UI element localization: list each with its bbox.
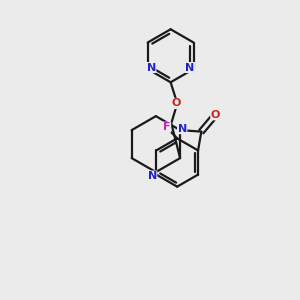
Text: N: N bbox=[178, 124, 187, 134]
Text: F: F bbox=[163, 122, 171, 132]
Text: N: N bbox=[148, 171, 157, 181]
Text: O: O bbox=[211, 110, 220, 120]
Text: N: N bbox=[185, 63, 195, 73]
Text: O: O bbox=[171, 98, 181, 109]
Text: N: N bbox=[147, 63, 156, 73]
